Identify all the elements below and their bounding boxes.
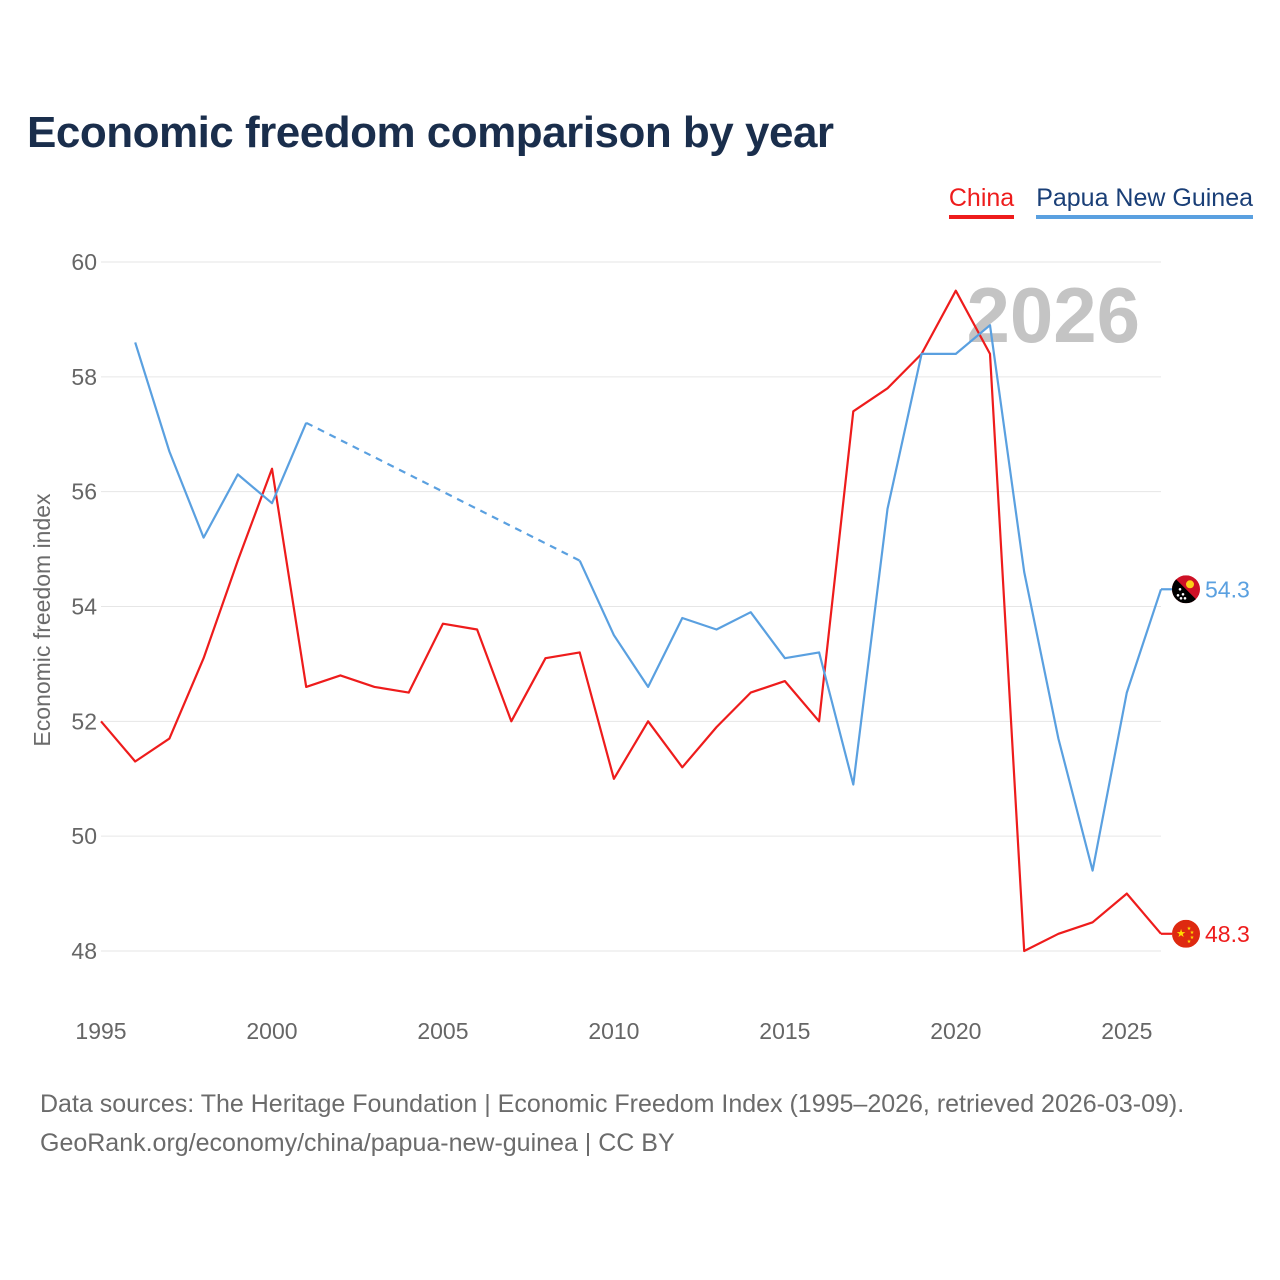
x-tick-label: 2020: [930, 1018, 981, 1044]
grid-lines: [101, 261, 1161, 952]
y-axis-label: Economic freedom index: [29, 493, 55, 747]
y-tick-label: 50: [71, 823, 97, 849]
svg-text:★: ★: [1190, 930, 1195, 936]
legend: China Papua New Guinea: [948, 184, 1253, 219]
x-tick-label: 2000: [246, 1018, 297, 1044]
svg-text:★: ★: [1187, 939, 1192, 945]
y-tick-label: 48: [71, 938, 97, 964]
data-sources: Data sources: The Heritage Foundation | …: [40, 1090, 1185, 1118]
x-tick-label: 2005: [417, 1018, 468, 1044]
series-lines: [100, 289, 1163, 953]
png-flag-icon: [1172, 575, 1200, 604]
svg-text:★: ★: [1190, 935, 1195, 941]
footer: Data sources: The Heritage Foundation | …: [40, 1085, 1184, 1163]
x-tick-label: 2010: [588, 1018, 639, 1044]
series-line-papua-new-guinea[interactable]: [578, 324, 1163, 872]
x-tick-label: 2015: [759, 1018, 810, 1044]
y-tick-label: 52: [71, 708, 97, 734]
x-tick-label: 2025: [1101, 1018, 1152, 1044]
legend-item-china[interactable]: China: [948, 184, 1015, 219]
year-watermark: 2026: [966, 271, 1140, 359]
series-line-china[interactable]: [100, 289, 1162, 953]
end-value-label: 48.3: [1205, 921, 1250, 947]
y-tick-label: 60: [71, 249, 97, 275]
y-tick-label: 54: [71, 594, 97, 620]
x-tick-label: 1995: [75, 1018, 126, 1044]
x-axis-ticks: 1995 2000 2005 2010 2015 2020 2025: [75, 1018, 1152, 1044]
y-tick-label: 58: [71, 364, 97, 390]
source-link[interactable]: GeoRank.org/economy/china/papua-new-guin…: [40, 1129, 675, 1157]
legend-item-papua-new-guinea[interactable]: Papua New Guinea: [1036, 184, 1253, 219]
chart-title: Economic freedom comparison by year: [27, 108, 834, 157]
y-tick-label: 56: [71, 479, 97, 505]
china-flag-icon: ★ ★★★★: [1172, 919, 1200, 948]
series-line-papua-new-guinea[interactable]: [134, 342, 308, 539]
series-end-labels: ★ ★★★★ 48.354.3: [1161, 575, 1250, 948]
line-chart: 2026 48 50 52 54 56 58 60 1995 2000 2005 2010 2015…: [29, 249, 1250, 1044]
end-value-label: 54.3: [1205, 576, 1250, 602]
y-axis-ticks: 48 50 52 54 56 58 60: [71, 249, 97, 964]
svg-text:★: ★: [1187, 926, 1192, 932]
svg-text:★: ★: [1176, 927, 1186, 940]
